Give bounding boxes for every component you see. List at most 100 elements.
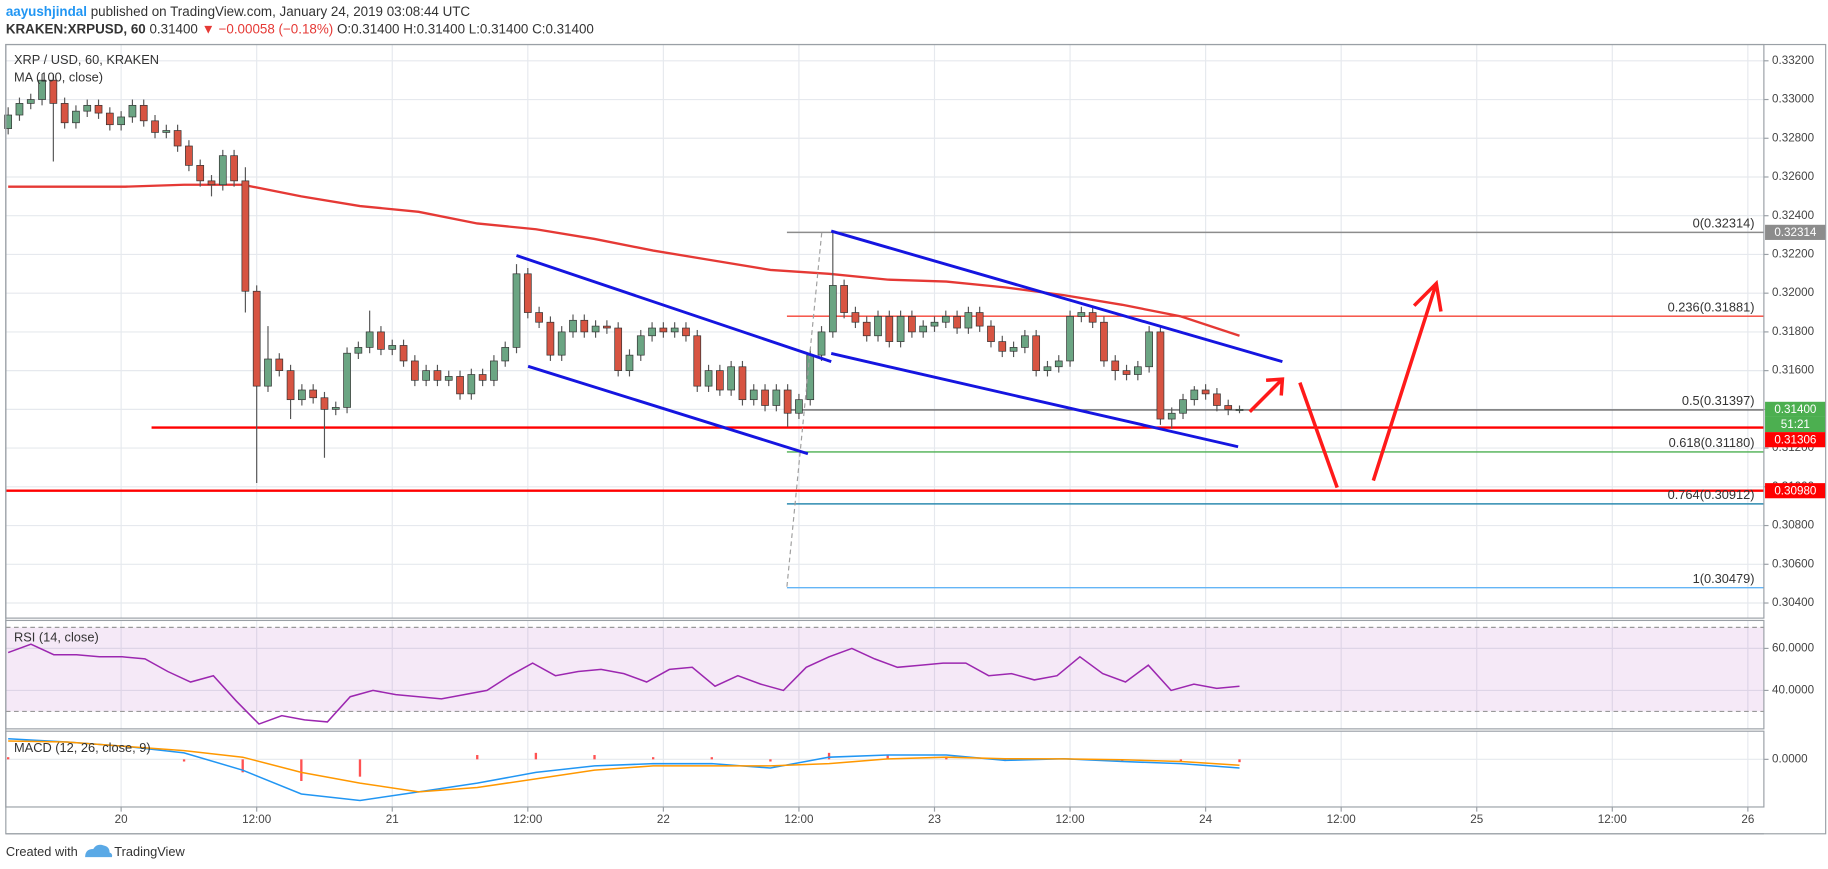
candle-body <box>1167 412 1176 420</box>
candle-body <box>851 312 860 323</box>
drawings <box>515 229 1443 587</box>
candle-body <box>478 374 487 381</box>
footer-brand[interactable]: TradingView <box>114 844 185 859</box>
candle-body <box>467 374 476 395</box>
candle-body <box>4 114 13 129</box>
candle-body <box>1054 360 1063 368</box>
price-badge: 0.30980 <box>1774 484 1817 497</box>
y-tick-label: 40.0000 <box>1772 683 1815 696</box>
price-badge: 0.32314 <box>1774 226 1817 239</box>
fib-label: 0.236(0.31881) <box>1668 299 1755 314</box>
candle-body <box>603 325 611 329</box>
x-tick-label: 21 <box>386 813 399 826</box>
y-tick-label: 0.32200 <box>1772 248 1815 261</box>
candle-body <box>139 104 148 122</box>
price-badge-bg <box>1765 224 1826 240</box>
x-tick-label: 25 <box>1470 813 1483 826</box>
candle-body <box>26 99 35 104</box>
fib-connector <box>786 231 823 587</box>
rsi-title: RSI (14, close) <box>14 629 99 644</box>
candle-body <box>761 389 769 406</box>
candle-body <box>987 325 995 342</box>
fib-label: 0.764(0.30912) <box>1668 487 1755 502</box>
candle-body <box>659 327 668 333</box>
candle-body <box>670 327 679 333</box>
low: L:0.31400 <box>469 21 529 36</box>
y-tick-label: 0.32400 <box>1772 209 1815 222</box>
price-badge-bg <box>1765 432 1826 448</box>
candle-body <box>151 120 159 133</box>
candle-body <box>286 370 295 401</box>
candle-body <box>975 312 984 327</box>
channel-line <box>515 254 832 364</box>
candle-body <box>241 180 250 292</box>
candle-body <box>38 79 46 100</box>
candle-body <box>806 354 815 401</box>
candle-body <box>1077 312 1086 317</box>
footer-text: Created with <box>6 844 78 859</box>
candle-body <box>501 347 510 362</box>
y-tick-label: 0.32000 <box>1772 286 1815 299</box>
candle-body <box>795 399 803 414</box>
candle-body <box>83 104 92 112</box>
x-tick-label: 26 <box>1741 813 1754 826</box>
candle-body <box>377 331 385 350</box>
candle-body <box>410 360 419 381</box>
y-tick-label: 0.30400 <box>1772 596 1815 609</box>
y-tick-label: 60.0000 <box>1772 641 1815 654</box>
y-tick-label: 0.0000 <box>1772 752 1808 765</box>
candle-body <box>953 316 961 329</box>
y-tick-label: 0.31800 <box>1772 325 1815 338</box>
candle-body <box>523 273 532 313</box>
grid <box>5 44 1769 812</box>
candle-body <box>648 327 656 337</box>
candle-body <box>207 180 216 186</box>
candle-body <box>1133 366 1142 375</box>
candle-body <box>625 354 634 371</box>
countdown-badge-bg <box>1765 416 1826 433</box>
candle-body <box>716 370 724 391</box>
candle-body <box>636 335 645 356</box>
symbol: KRAKEN:XRPUSD, 60 <box>6 21 146 36</box>
candle-body <box>185 145 193 166</box>
rsi-band <box>5 627 1764 712</box>
countdown-badge: 51:21 <box>1781 418 1810 431</box>
candle-body <box>343 352 351 408</box>
candle-body <box>230 155 238 182</box>
candle-body <box>128 104 137 118</box>
fib-label: 1(0.30479) <box>1693 571 1755 586</box>
change: ▼ −0.00058 (−0.18%) <box>202 21 334 36</box>
candle-body <box>444 376 453 381</box>
candle-body <box>275 358 284 371</box>
author[interactable]: aayushjindal <box>6 3 87 18</box>
arrow <box>1298 382 1339 489</box>
chart-title: XRP / USD, 60, KRAKEN <box>14 52 159 67</box>
candle-body <box>772 389 781 406</box>
arrow <box>1371 279 1443 482</box>
brand-icon <box>85 844 113 858</box>
indicator-line <box>8 740 1240 793</box>
candle-body <box>196 165 205 182</box>
candle-body <box>1032 335 1041 371</box>
open: O:0.31400 <box>337 21 400 36</box>
x-tick-label: 12:00 <box>513 813 543 826</box>
candle-body <box>783 389 792 414</box>
candle-body <box>591 325 600 333</box>
price-badge-bg <box>1765 401 1826 417</box>
y-tick-label: 0.30600 <box>1772 557 1815 570</box>
footer: Created with TradingView <box>6 844 186 859</box>
candle-body <box>580 319 589 333</box>
candle-body <box>704 370 713 387</box>
x-tick-label: 12:00 <box>1327 813 1357 826</box>
candle-body <box>331 407 340 410</box>
candle-body <box>828 285 837 333</box>
x-tick-label: 12:00 <box>242 813 272 826</box>
fib-label: 0.5(0.31397) <box>1682 393 1755 408</box>
arrow <box>1248 377 1285 414</box>
candle-body <box>908 316 916 333</box>
candle-body <box>117 116 125 126</box>
x-tick-label: 12:00 <box>784 813 814 826</box>
